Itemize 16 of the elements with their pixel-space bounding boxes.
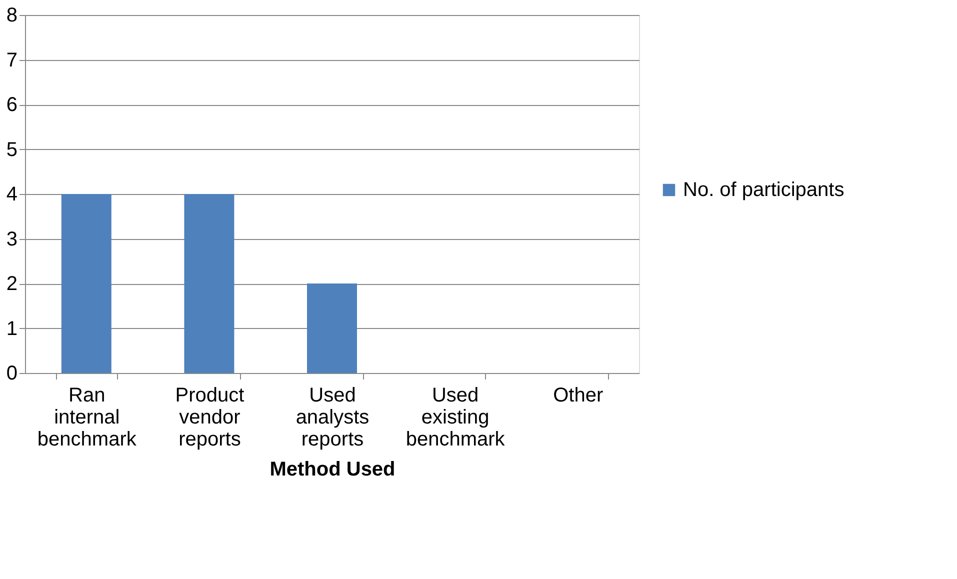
y-tick-label: 4 bbox=[6, 184, 18, 206]
legend-label: No. of participants bbox=[683, 179, 844, 201]
y-tick-label: 3 bbox=[6, 228, 18, 250]
y-tick-label: 0 bbox=[6, 362, 18, 384]
x-axis-title: Method Used bbox=[270, 458, 396, 480]
y-tick-label: 7 bbox=[6, 49, 18, 72]
y-tick-label: 2 bbox=[6, 273, 18, 295]
y-tick-label: 5 bbox=[6, 138, 18, 161]
x-tick-label: Used existing benchmark bbox=[406, 384, 506, 450]
y-tick-label: 1 bbox=[6, 318, 18, 340]
x-tick-label: Ran internal benchmark bbox=[37, 384, 138, 450]
y-tick-label: 8 bbox=[6, 4, 18, 26]
x-tick-label: Other bbox=[553, 384, 604, 406]
x-tick-label: Product vendor reports bbox=[175, 384, 245, 450]
y-tick-label: 6 bbox=[6, 94, 18, 116]
x-tick-label: Used analysts reports bbox=[296, 384, 370, 450]
